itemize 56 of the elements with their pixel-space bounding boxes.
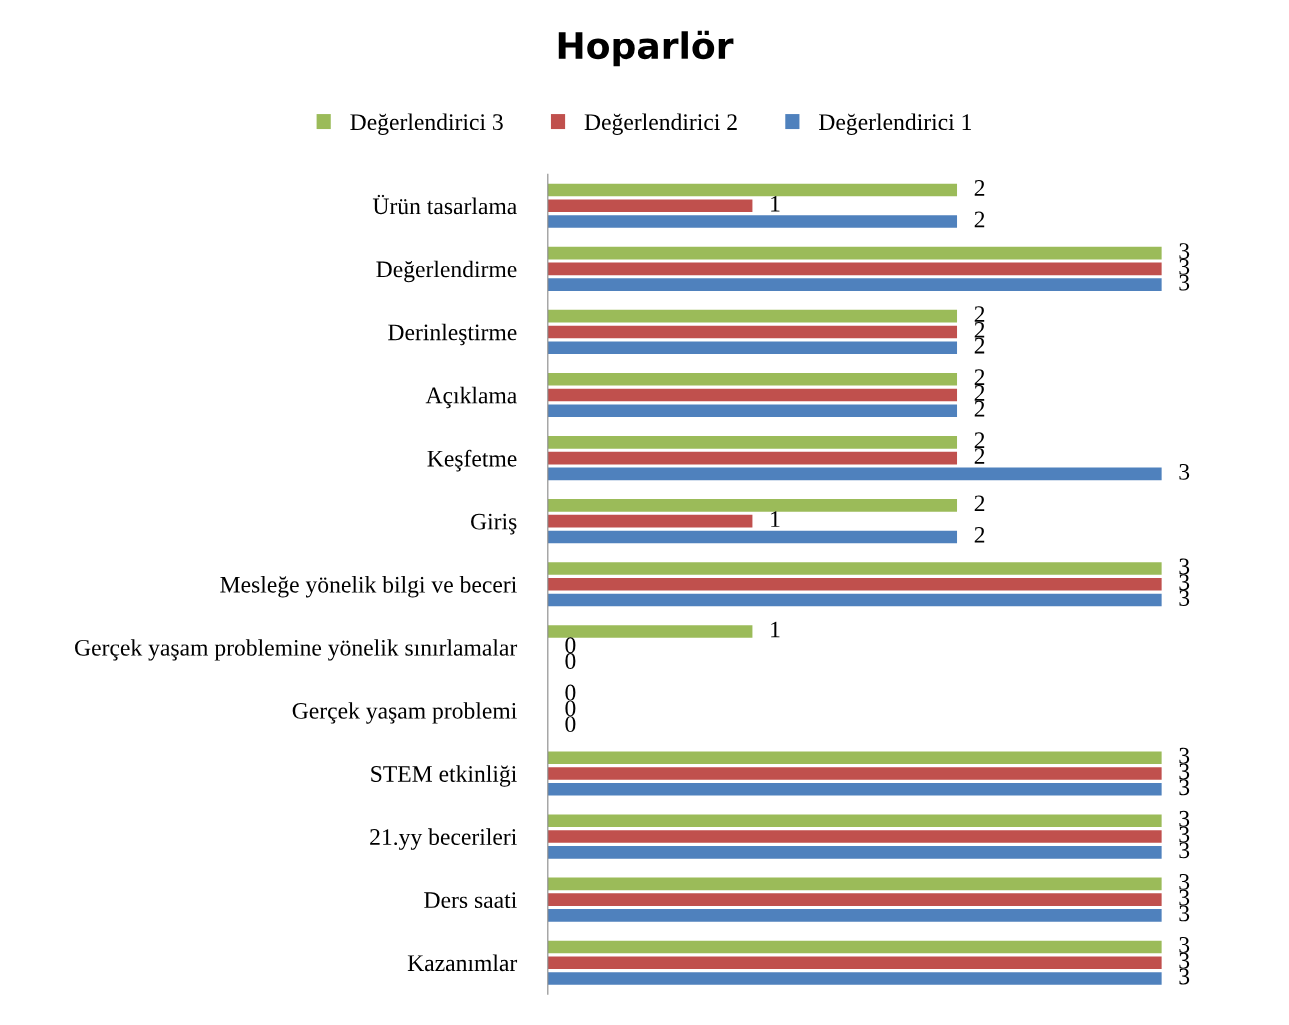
- data-label: 3: [1179, 590, 1190, 606]
- data-label: 2: [974, 385, 985, 401]
- data-label: 2: [974, 337, 985, 354]
- y-tick-label: Değerlendirme: [376, 260, 517, 283]
- legend-label: Değerlendirici 2: [584, 113, 737, 135]
- data-label: 3: [1179, 826, 1190, 843]
- data-label: 3: [1179, 905, 1190, 922]
- data-label: 3: [1179, 889, 1190, 906]
- y-tick-label: Ders saati: [424, 892, 517, 909]
- data-label: 3: [1179, 779, 1190, 796]
- data-label: 2: [974, 180, 985, 196]
- data-label: 3: [1179, 968, 1190, 985]
- y-tick-label: STEM etkinliği: [371, 765, 517, 787]
- data-label: 1: [771, 621, 780, 638]
- data-label: 3: [1179, 842, 1190, 859]
- data-label: 2: [974, 526, 985, 543]
- data-label: 1: [771, 511, 780, 527]
- data-label: 3: [1179, 763, 1190, 780]
- y-tick-label: Gerçek yaşam problemi: [292, 702, 517, 724]
- data-label: 3: [1179, 258, 1190, 275]
- chart-title: Hoparlör: [558, 30, 734, 67]
- data-label: 3: [1179, 873, 1190, 890]
- data-label: 2: [974, 432, 985, 448]
- legend-label: Değerlendirici 3: [350, 113, 503, 135]
- data-label: 2: [974, 400, 985, 417]
- data-label: 3: [1179, 558, 1190, 575]
- y-tick-label: Keşfetme: [427, 449, 517, 472]
- data-label: 2: [974, 306, 985, 322]
- data-label: 3: [1179, 952, 1190, 969]
- y-tick-label: Kazanımlar: [407, 954, 518, 972]
- data-label: 2: [974, 448, 985, 464]
- data-label: 3: [1179, 810, 1190, 827]
- data-label: 3: [1179, 274, 1190, 291]
- data-label: 0: [565, 684, 576, 701]
- data-label: 3: [1179, 936, 1190, 953]
- data-label: 0: [565, 700, 576, 717]
- y-tick-label: Mesleğe yönelik bilgi ve beceri: [220, 576, 517, 598]
- data-label: 2: [974, 211, 985, 228]
- y-tick-label: Gerçek yaşam problemine yönelik sınırlamalar: [75, 639, 518, 661]
- data-label: 0: [565, 653, 576, 670]
- data-label: 1: [771, 195, 780, 212]
- y-tick-label: Giriş: [471, 513, 517, 535]
- y-tick-label: 21.yy becerileri: [370, 828, 517, 850]
- data-label: 2: [974, 495, 985, 512]
- data-label: 2: [974, 369, 985, 385]
- data-label: 2: [974, 321, 985, 338]
- data-label: 3: [1179, 243, 1190, 260]
- y-tick-label: Ürün tasarlama: [372, 194, 517, 215]
- y-tick-label: Derinleştirme: [388, 323, 517, 346]
- data-label: 0: [565, 637, 576, 654]
- legend-label: Değerlendirici 1: [819, 113, 971, 135]
- y-tick-label: Açıklama: [425, 386, 517, 409]
- data-label: 3: [1179, 574, 1190, 591]
- data-label: 3: [1179, 463, 1190, 480]
- data-label: 3: [1179, 747, 1190, 764]
- data-label: 0: [565, 716, 576, 733]
